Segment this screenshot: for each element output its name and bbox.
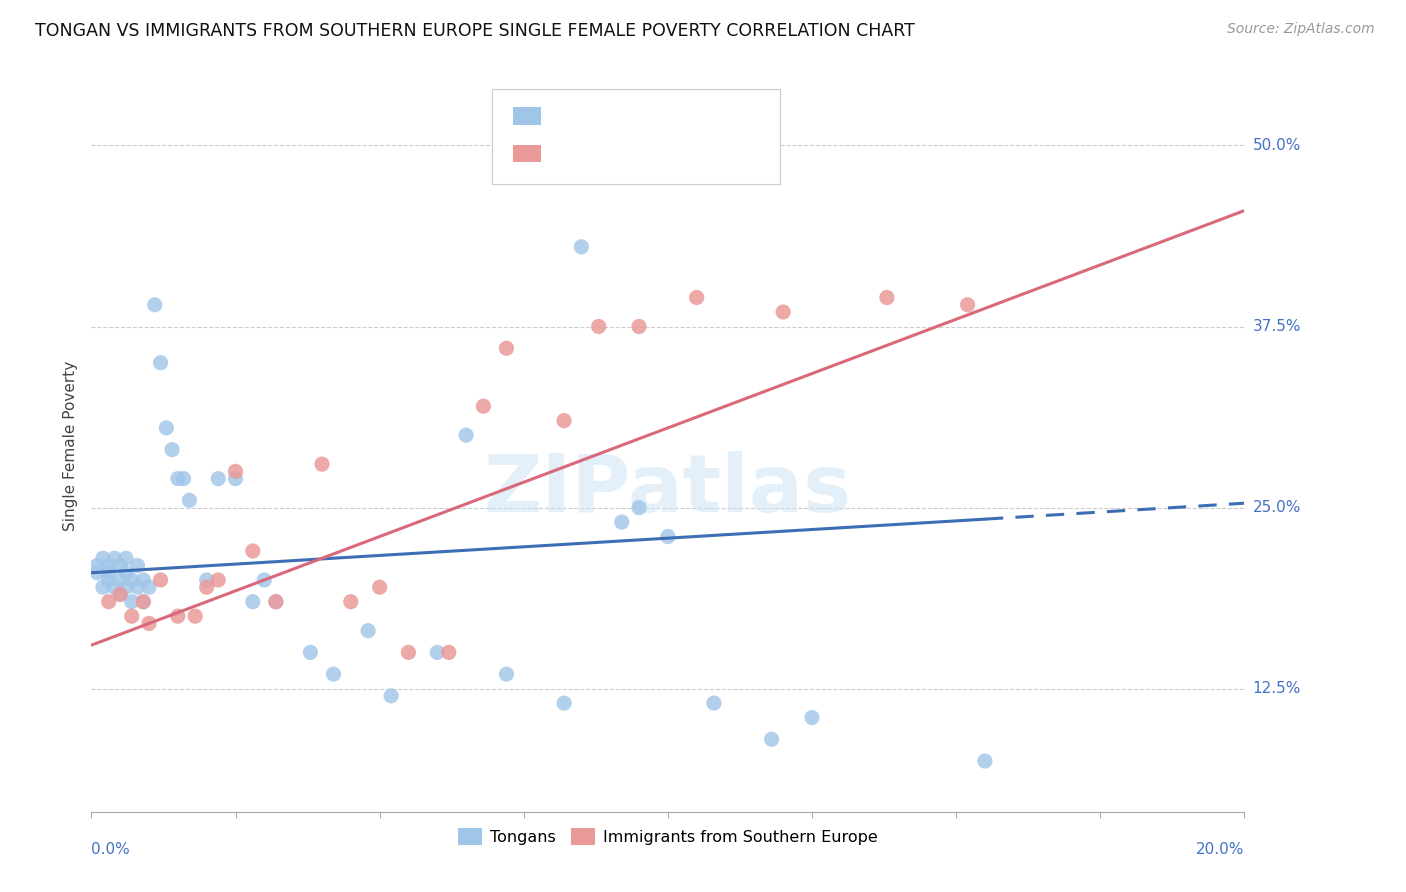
Point [627,319,650,334]
Text: 25.0%: 25.0% [1253,500,1301,515]
Point [149,356,172,370]
Point [495,341,517,355]
Point [207,472,229,486]
Point [264,595,287,609]
Point [166,472,188,486]
Point [195,573,218,587]
Point [396,645,419,659]
Point [121,595,143,609]
Point [225,472,247,486]
Text: 0.098: 0.098 [598,107,647,125]
Point [357,624,380,638]
Point [472,399,495,413]
Point [127,580,149,594]
Text: 51: 51 [713,107,735,125]
Point [703,696,725,710]
Text: 20.0%: 20.0% [1197,842,1244,857]
Text: TONGAN VS IMMIGRANTS FROM SOUTHERN EUROPE SINGLE FEMALE POVERTY CORRELATION CHAR: TONGAN VS IMMIGRANTS FROM SOUTHERN EUROP… [35,22,915,40]
Point [97,566,120,580]
Point [207,573,229,587]
Text: 37.5%: 37.5% [1253,319,1301,334]
Point [155,421,177,435]
Text: 0.0%: 0.0% [91,842,131,857]
Point [127,558,149,573]
Point [225,464,247,478]
Point [495,667,517,681]
Point [657,529,679,543]
Point [627,500,650,515]
Point [179,493,201,508]
Y-axis label: Single Female Poverty: Single Female Poverty [63,361,79,531]
Point [311,457,333,471]
Point [184,609,207,624]
Point [173,472,195,486]
Point [299,645,322,659]
Text: 0.701: 0.701 [598,145,647,162]
Point [103,580,125,594]
Text: N =: N = [675,145,714,162]
Point [380,689,402,703]
Text: N =: N = [675,107,714,125]
Point [322,667,344,681]
Point [761,732,783,747]
Point [138,580,160,594]
Point [132,595,155,609]
Point [97,558,120,573]
Point [149,573,172,587]
Point [160,442,183,457]
Point [437,645,460,659]
Point [121,609,143,624]
Text: Source: ZipAtlas.com: Source: ZipAtlas.com [1227,22,1375,37]
Point [97,595,120,609]
Point [571,240,593,254]
Point [166,609,188,624]
Point [121,573,143,587]
Point [772,305,794,319]
Point [110,573,132,587]
Point [454,428,477,442]
Point [876,291,898,305]
Point [132,595,155,609]
Point [86,566,108,580]
Point [956,298,979,312]
Point [143,298,166,312]
Point [553,414,575,428]
Point [264,595,287,609]
Point [242,544,264,558]
Point [610,515,633,529]
Point [110,587,132,601]
Text: R =: R = [555,145,593,162]
Point [195,580,218,594]
Point [97,573,120,587]
Point [115,566,138,580]
Text: R =: R = [555,107,593,125]
Text: 27: 27 [713,145,735,162]
Point [91,580,114,594]
Point [588,319,610,334]
Point [115,580,138,594]
Point [115,551,138,566]
Point [138,616,160,631]
Point [103,551,125,566]
Point [553,696,575,710]
Point [91,551,114,566]
Point [340,595,363,609]
Point [132,573,155,587]
Text: 50.0%: 50.0% [1253,138,1301,153]
Point [253,573,276,587]
Point [368,580,391,594]
Text: ZIPatlas: ZIPatlas [484,450,852,529]
Legend: Tongans, Immigrants from Southern Europe: Tongans, Immigrants from Southern Europe [451,822,884,851]
Point [685,291,707,305]
Point [801,710,824,724]
Point [86,558,108,573]
Point [426,645,449,659]
Point [973,754,995,768]
Point [110,558,132,573]
Point [242,595,264,609]
Text: 12.5%: 12.5% [1253,681,1301,696]
Point [110,587,132,601]
